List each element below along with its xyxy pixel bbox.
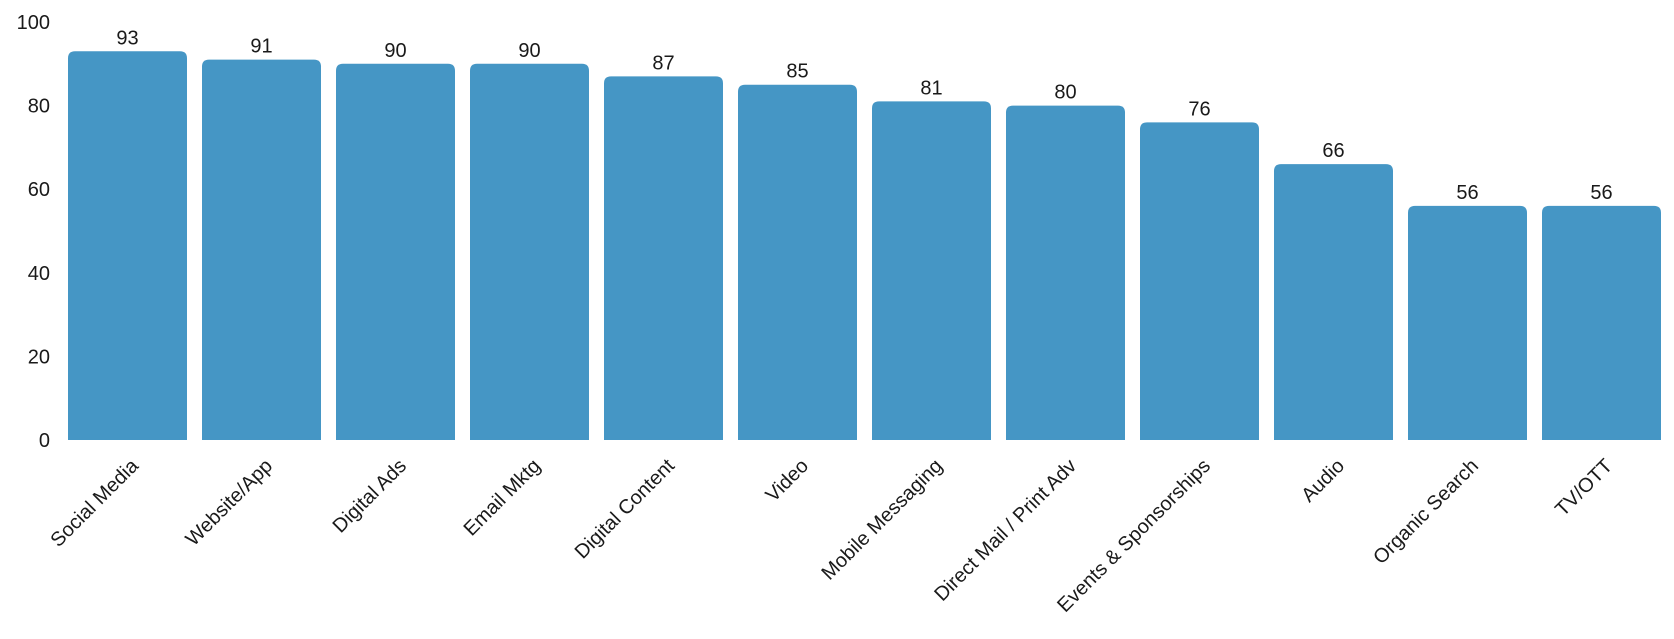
bar (68, 51, 187, 440)
data-labels: 93 91 90 90 87 85 81 80 76 66 56 56 (116, 27, 1612, 204)
data-label: 80 (1054, 82, 1076, 104)
y-tick-label: 60 (28, 179, 50, 201)
x-tick-label: Mobile Messaging (817, 455, 947, 585)
y-tick-label: 80 (28, 96, 50, 118)
bar (470, 63, 589, 441)
x-tick-label: Direct Mail / Print Adv (930, 455, 1081, 606)
bar (1006, 105, 1125, 440)
data-label: 87 (652, 52, 674, 74)
y-tick-label: 100 (17, 12, 50, 34)
data-label: 56 (1590, 182, 1612, 204)
data-label: 85 (786, 61, 808, 83)
bar (1140, 122, 1259, 440)
x-tick-label: Social Media (47, 454, 144, 551)
bar (202, 59, 321, 441)
bar (1542, 205, 1661, 440)
data-label: 93 (116, 27, 138, 49)
y-tick-label: 40 (28, 263, 50, 285)
y-tick-label: 0 (39, 430, 50, 452)
x-tick-label: Digital Ads (329, 455, 411, 537)
x-axis: Social Media Website/App Digital Ads Email … (47, 454, 1618, 616)
data-label: 66 (1322, 140, 1344, 162)
bar (738, 84, 857, 440)
bars (68, 51, 1661, 441)
y-axis: 0 20 40 60 80 100 (17, 12, 50, 452)
bar (872, 101, 991, 441)
x-tick-label: TV/OTT (1551, 455, 1617, 521)
bar (336, 63, 455, 441)
x-tick-label: Video (762, 455, 813, 506)
bar (1274, 164, 1393, 440)
data-label: 76 (1188, 98, 1210, 120)
data-label: 81 (920, 77, 942, 99)
x-tick-label: Audio (1297, 455, 1349, 507)
x-tick-label: Website/App (182, 455, 277, 550)
bar (604, 76, 723, 440)
data-label: 56 (1456, 182, 1478, 204)
bar (1408, 205, 1527, 440)
data-label: 90 (518, 40, 540, 62)
x-tick-label: Digital Content (571, 455, 680, 564)
x-tick-label: Email Mktg (460, 455, 545, 540)
data-label: 91 (250, 36, 272, 58)
data-label: 90 (384, 40, 406, 62)
x-tick-label: Organic Search (1369, 455, 1483, 569)
x-tick-label: Events & Sponsorships (1053, 455, 1215, 617)
y-tick-label: 20 (28, 346, 50, 368)
